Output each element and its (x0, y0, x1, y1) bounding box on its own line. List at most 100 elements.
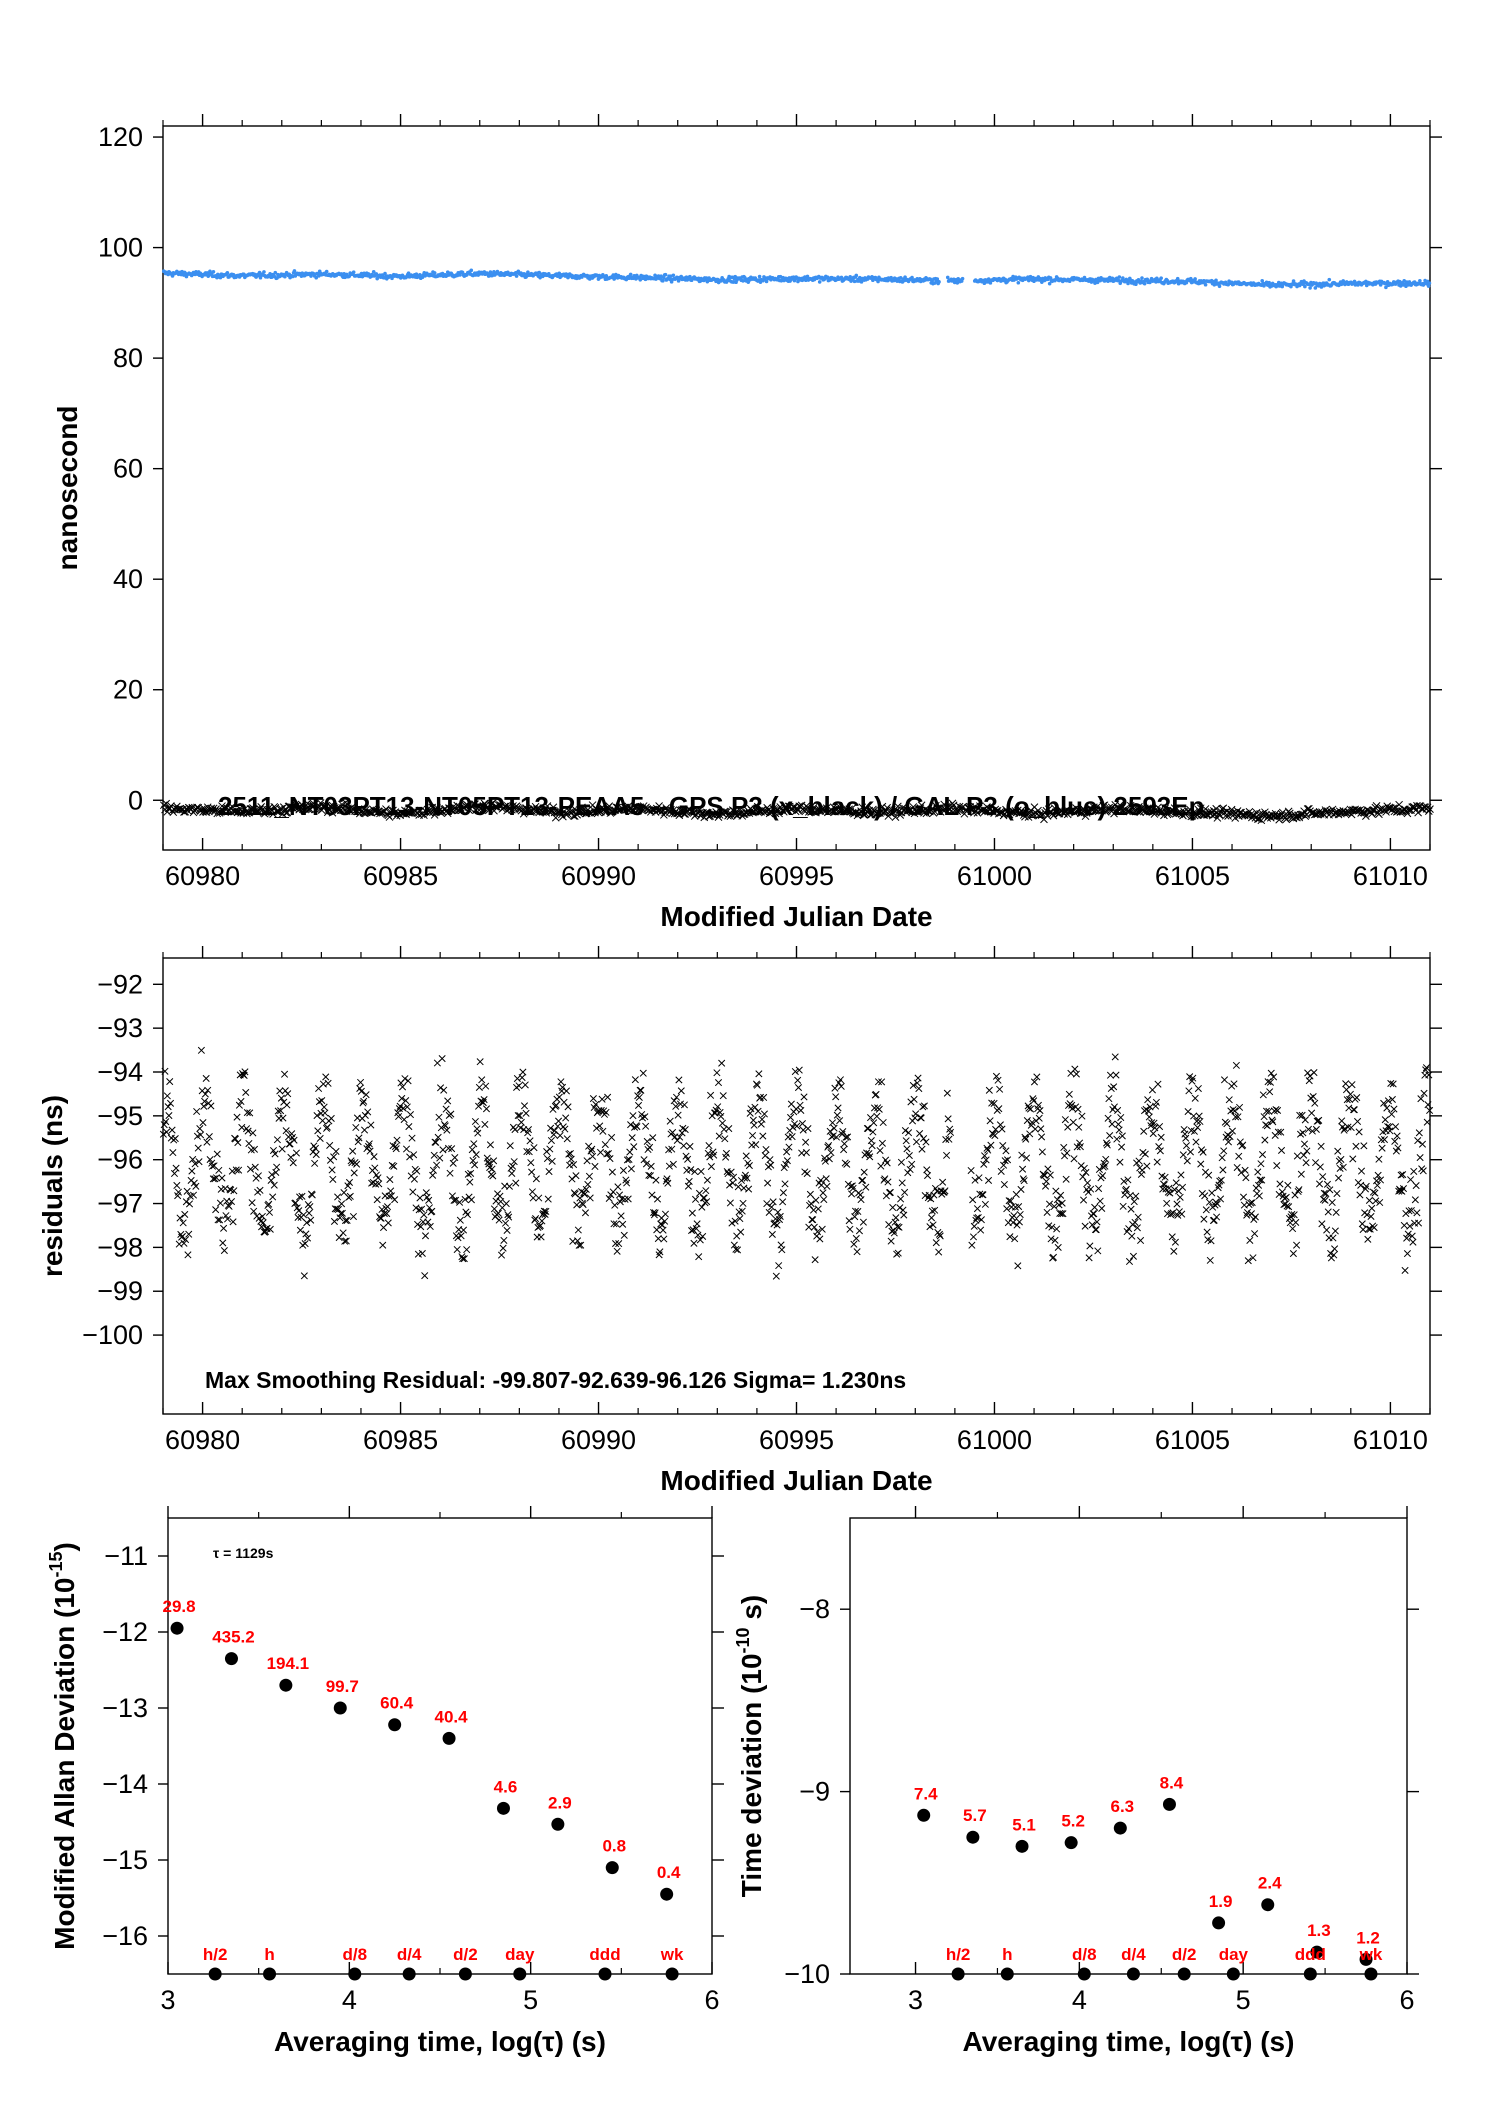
data-point (613, 1247, 621, 1255)
data-point (1182, 1142, 1191, 1150)
data-point (184, 1251, 192, 1259)
data-point (601, 1140, 609, 1149)
data-point (1026, 278, 1031, 283)
data-point (904, 1129, 913, 1137)
data-point (443, 809, 452, 818)
data-point (471, 1117, 479, 1126)
y-tick-label: 0 (128, 785, 143, 815)
data-point (1048, 276, 1053, 280)
data-point (211, 269, 216, 274)
data-point (1098, 1204, 1106, 1212)
data-point (1200, 1215, 1208, 1223)
data-point (1071, 1065, 1079, 1073)
plot-frame (162, 125, 1431, 851)
data-point (787, 1113, 795, 1122)
data-point (353, 1160, 361, 1168)
data-point (1035, 1114, 1043, 1122)
data-point (917, 1808, 931, 1822)
data-point (205, 1133, 213, 1141)
data-point (163, 1092, 171, 1100)
data-point (661, 1210, 669, 1218)
data-point (1259, 1091, 1267, 1099)
data-point (272, 807, 281, 816)
data-point (564, 1103, 572, 1111)
data-point (900, 1211, 908, 1219)
data-point (311, 1159, 319, 1167)
data-point (248, 1199, 256, 1207)
data-point (996, 1085, 1004, 1093)
x-tick-label: 5 (523, 1985, 538, 2015)
data-point (418, 1249, 426, 1258)
data-point (660, 1235, 668, 1243)
data-point (1081, 1222, 1089, 1230)
data-point (718, 1059, 726, 1067)
data-point (319, 1117, 327, 1125)
x-tick-label: 6 (1399, 1985, 1414, 2015)
data-point (444, 1097, 452, 1105)
data-point (224, 1652, 238, 1666)
data-point (1114, 1106, 1122, 1115)
data-point (1235, 1103, 1244, 1111)
time-marker-point (1177, 1967, 1191, 1981)
data-point (501, 1219, 510, 1227)
data-point (421, 1232, 430, 1240)
y-tick-label: −10 (784, 1959, 830, 1989)
data-point (826, 1127, 834, 1135)
data-point (1289, 1225, 1297, 1233)
data-point (1251, 1213, 1259, 1221)
data-point (326, 1141, 334, 1149)
data-point (1291, 279, 1296, 283)
data-point (455, 806, 464, 814)
data-point (374, 272, 379, 276)
data-point (1106, 1132, 1114, 1140)
data-point (788, 1133, 796, 1141)
data-point (1145, 1113, 1153, 1121)
data-point (294, 1213, 302, 1222)
point-label: 4.6 (494, 1777, 518, 1796)
data-point (1228, 1127, 1236, 1135)
data-point (1235, 1152, 1243, 1160)
data-point (1239, 1193, 1248, 1201)
data-point (245, 1139, 253, 1148)
data-point (446, 1169, 454, 1177)
data-point (1357, 1167, 1366, 1175)
data-point (1321, 806, 1330, 814)
data-point (1128, 1232, 1136, 1240)
data-point (499, 1244, 507, 1252)
data-point (481, 1120, 489, 1128)
data-point (463, 1211, 472, 1219)
data-point (1054, 1243, 1062, 1251)
data-point (303, 1219, 311, 1227)
time-marker-label: day (505, 1945, 535, 1964)
data-point (908, 1160, 916, 1168)
data-point (1148, 1086, 1157, 1094)
data-point (1036, 1107, 1044, 1115)
data-point (1178, 1183, 1187, 1191)
data-point (467, 1169, 475, 1177)
data-point (193, 1107, 201, 1116)
data-point (1079, 1196, 1088, 1204)
data-point (258, 1212, 266, 1220)
data-point (545, 1168, 553, 1176)
y-tick-label: −92 (97, 969, 143, 999)
data-point (563, 1135, 571, 1143)
data-point (802, 1149, 810, 1157)
data-point (817, 1181, 825, 1189)
data-point (830, 1124, 838, 1132)
data-point (973, 1205, 981, 1213)
data-point (1242, 1174, 1250, 1182)
data-point (1319, 1173, 1327, 1181)
data-point (741, 279, 745, 283)
data-point (547, 1136, 555, 1145)
data-point (767, 1161, 775, 1169)
data-point (307, 1216, 315, 1224)
data-point (495, 1216, 503, 1224)
tau-note: τ = 1129s (213, 1545, 274, 1561)
data-point (995, 1105, 1003, 1113)
data-point (296, 1226, 304, 1234)
data-point (664, 1179, 672, 1187)
data-point (887, 1237, 895, 1245)
data-point (416, 1194, 424, 1202)
data-point (903, 1145, 911, 1153)
data-point (408, 1134, 416, 1142)
